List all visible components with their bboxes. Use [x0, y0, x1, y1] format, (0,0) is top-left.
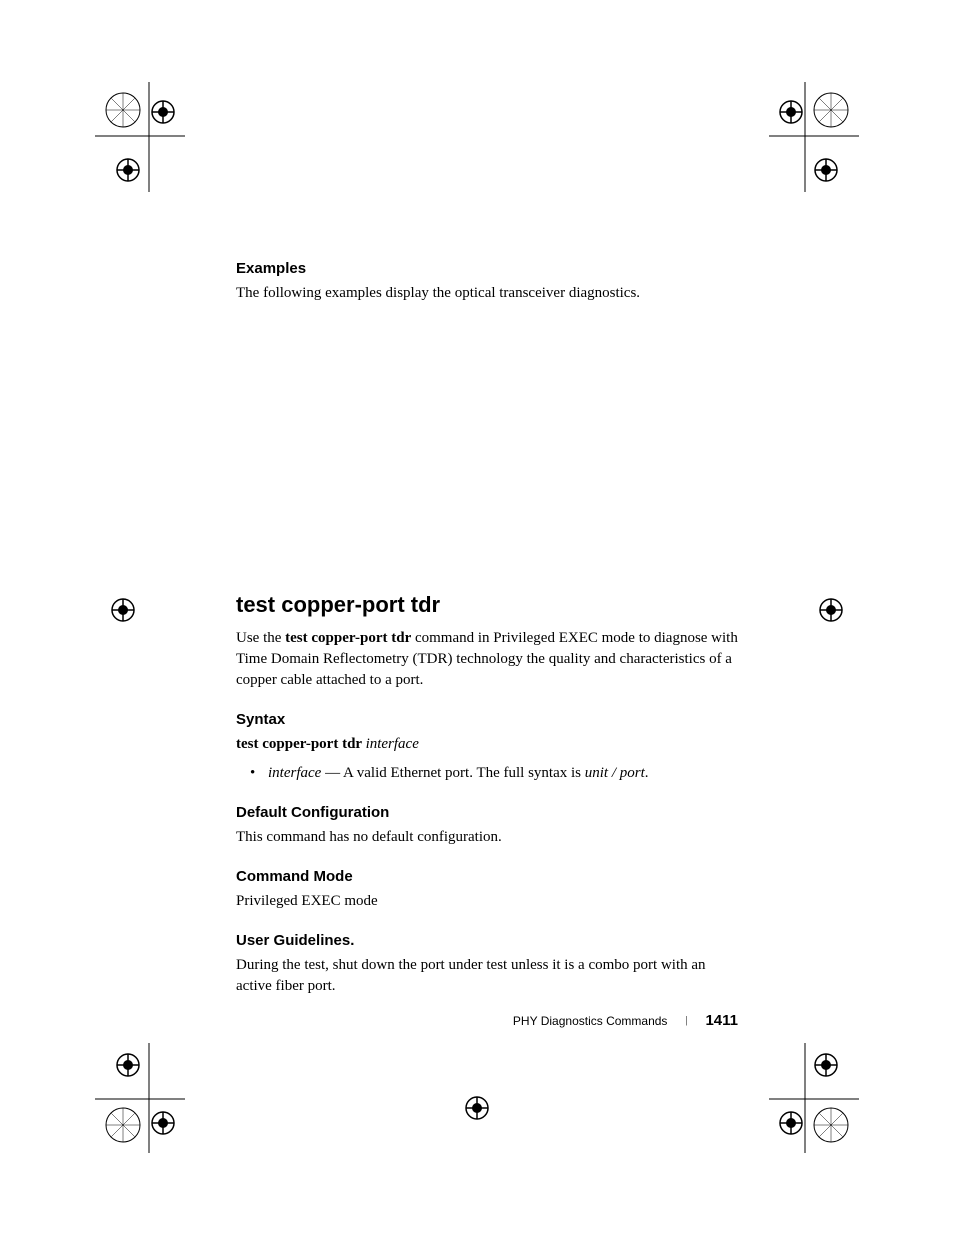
page-footer: PHY Diagnostics Commands | 1411: [513, 1012, 738, 1029]
footer-page-number: 1411: [705, 1012, 738, 1029]
bullet-italic1: interface: [268, 765, 321, 781]
default-config-heading: Default Configuration: [236, 804, 741, 821]
bullet-end: .: [645, 765, 649, 781]
crop-mark-top-right: [769, 82, 859, 192]
examples-section: Examples The following examples display …: [236, 260, 741, 304]
crop-mark-top-left: [95, 82, 185, 192]
syntax-line: test copper-port tdr interface: [236, 734, 741, 755]
default-config-body: This command has no default configuratio…: [236, 827, 741, 848]
command-mode-section: Command Mode Privileged EXEC mode: [236, 868, 741, 912]
bullet-mid: — A valid Ethernet port. The full syntax…: [321, 765, 584, 781]
crop-mark-bottom-left: [95, 1043, 185, 1153]
crop-mark-bottom-right: [769, 1043, 859, 1153]
command-description: Use the test copper-port tdr command in …: [236, 628, 741, 691]
user-guidelines-heading: User Guidelines.: [236, 932, 741, 949]
command-mode-heading: Command Mode: [236, 868, 741, 885]
syntax-italic: interface: [366, 736, 419, 752]
user-guidelines-section: User Guidelines. During the test, shut d…: [236, 932, 741, 997]
command-desc-pre: Use the: [236, 630, 285, 646]
user-guidelines-body: During the test, shut down the port unde…: [236, 955, 741, 997]
footer-separator: |: [685, 1015, 687, 1026]
crop-mark-bottom-center: [462, 1093, 492, 1123]
syntax-heading: Syntax: [236, 711, 741, 728]
crop-mark-mid-right: [816, 595, 846, 625]
command-title: test copper-port tdr: [236, 592, 741, 618]
footer-text: PHY Diagnostics Commands: [513, 1014, 668, 1028]
command-section: test copper-port tdr Use the test copper…: [236, 592, 741, 691]
command-desc-bold: test copper-port tdr: [285, 630, 411, 646]
syntax-section: Syntax test copper-port tdr interface in…: [236, 711, 741, 784]
syntax-bullet: interface — A valid Ethernet port. The f…: [236, 763, 741, 784]
default-config-section: Default Configuration This command has n…: [236, 804, 741, 848]
syntax-bold: test copper-port tdr: [236, 736, 366, 752]
command-mode-body: Privileged EXEC mode: [236, 891, 741, 912]
bullet-italic2: unit / port: [585, 765, 645, 781]
examples-body: The following examples display the optic…: [236, 283, 741, 304]
crop-mark-mid-left: [108, 595, 138, 625]
examples-heading: Examples: [236, 260, 741, 277]
